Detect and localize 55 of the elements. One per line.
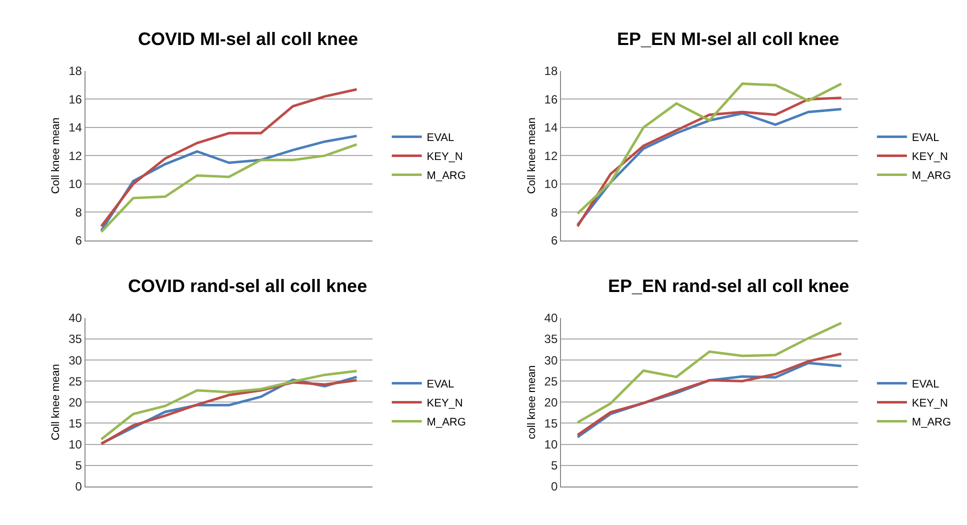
y-tick-label: 16	[68, 92, 82, 106]
y-tick-label: 0	[550, 480, 558, 494]
legend-label: EVAL	[426, 378, 454, 390]
chart-title: COVID rand-sel all coll knee	[128, 276, 368, 296]
y-tick-label: 30	[544, 353, 558, 368]
y-tick-label: 40	[544, 311, 558, 326]
y-tick-label: 15	[68, 416, 82, 430]
legend-label: KEY_N	[912, 397, 948, 410]
y-tick-label: 5	[75, 458, 82, 473]
chart-title: EP_EN rand-sel all coll knee	[608, 276, 850, 296]
y-tick-label: 10	[68, 437, 82, 452]
y-tick-label: 14	[544, 120, 558, 135]
y-tick-label: 10	[544, 177, 558, 192]
y-tick-label: 10	[68, 177, 82, 192]
y-tick-label: 15	[544, 416, 558, 430]
y-tick-label: 5	[550, 458, 558, 473]
y-tick-label: 10	[544, 437, 558, 452]
y-tick-label: 35	[68, 332, 82, 346]
legend-label: KEY_N	[426, 397, 463, 410]
y-tick-label: 25	[544, 374, 558, 388]
y-tick-label: 8	[550, 205, 558, 220]
y-axis-title: Coll knee mean	[50, 364, 62, 440]
y-tick-label: 12	[544, 148, 558, 163]
y-tick-label: 6	[550, 234, 558, 248]
legend-label: M_ARG	[912, 416, 952, 428]
line-series	[100, 88, 358, 228]
legend-label: EVAL	[912, 132, 940, 144]
y-tick-label: 18	[544, 64, 558, 78]
chart-title: EP_EN MI-sel all coll knee	[617, 29, 840, 49]
y-tick-label: 20	[544, 395, 558, 410]
y-tick-label: 8	[75, 205, 82, 220]
y-tick-label: 16	[544, 92, 558, 106]
y-tick-label: 20	[68, 395, 82, 410]
chart-title: COVID MI-sel all coll knee	[138, 29, 358, 49]
y-tick-label: 12	[68, 148, 82, 163]
y-tick-label: 40	[68, 311, 82, 326]
legend-label: M_ARG	[426, 170, 466, 182]
legend-label: M_ARG	[912, 170, 952, 182]
legend-label: M_ARG	[426, 416, 466, 428]
y-axis-title: coll knee mean	[526, 365, 538, 440]
y-tick-label: 18	[68, 64, 82, 78]
legend-label: KEY_N	[912, 150, 948, 163]
y-tick-label: 6	[75, 234, 82, 248]
line-series	[576, 322, 843, 424]
y-tick-label: 0	[75, 480, 82, 494]
line-series	[576, 82, 843, 215]
y-tick-label: 35	[544, 332, 558, 346]
y-axis-title: Coll knee mean	[526, 117, 538, 194]
y-axis-title: Coll knee mean	[50, 117, 62, 194]
legend-label: KEY_N	[426, 150, 463, 163]
legend-label: EVAL	[912, 378, 940, 390]
y-tick-label: 30	[68, 353, 82, 368]
y-tick-label: 25	[68, 374, 82, 388]
y-tick-label: 14	[68, 120, 82, 135]
legend-label: EVAL	[426, 132, 454, 144]
